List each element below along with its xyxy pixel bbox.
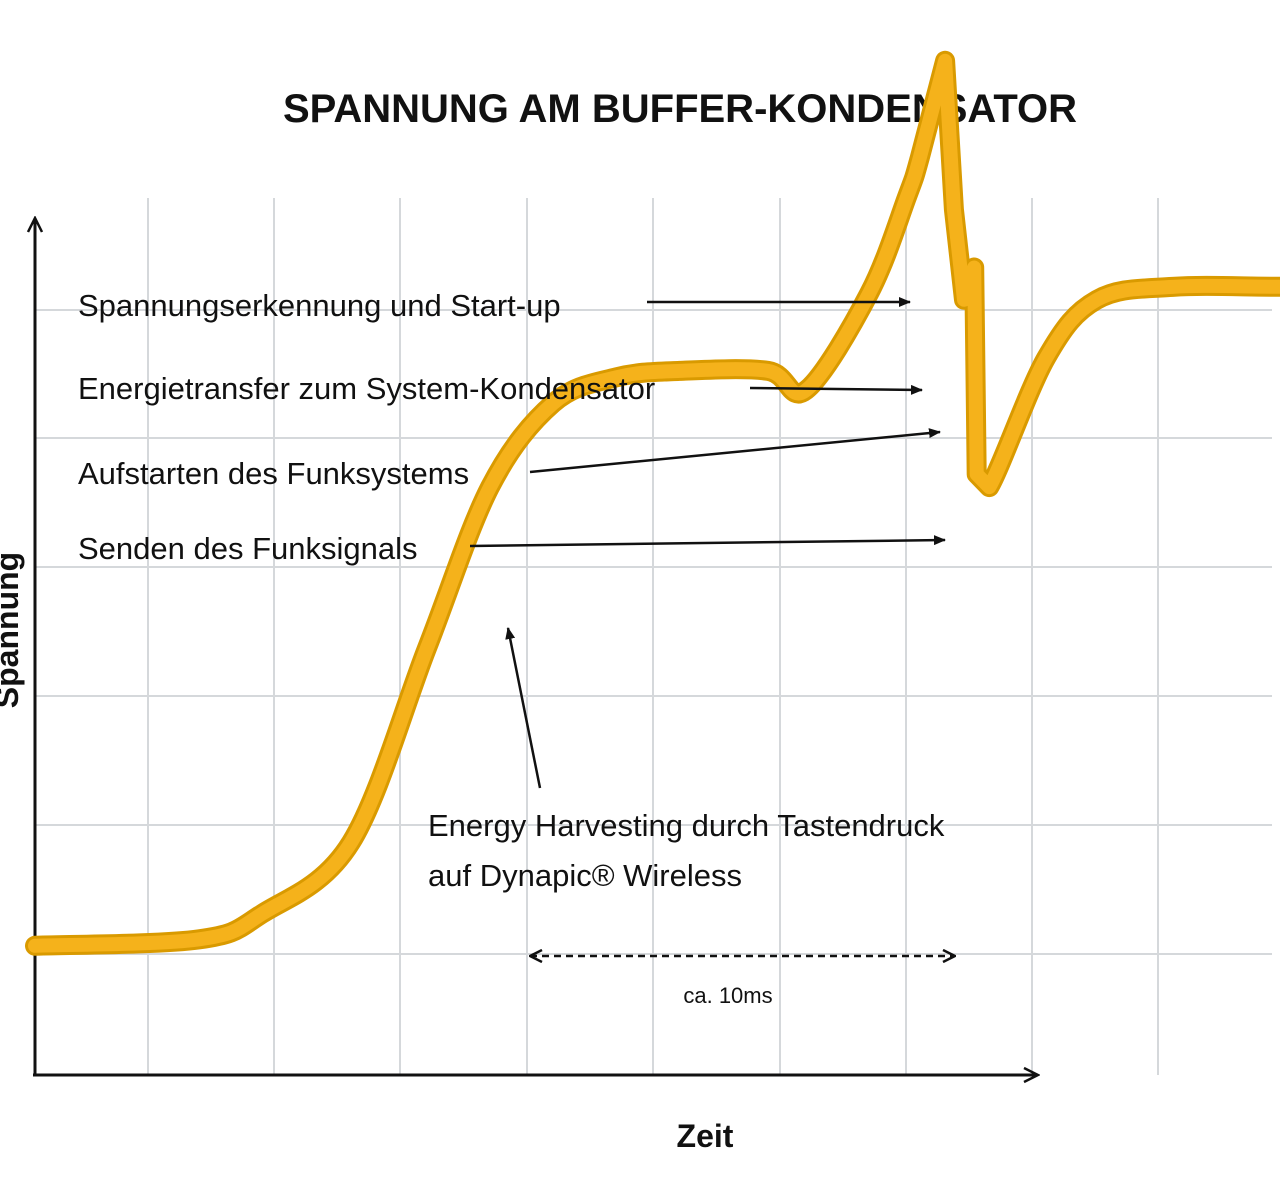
x-axis-label: Zeit (677, 1118, 734, 1154)
y-axis-label: Spannung (0, 552, 25, 708)
arrow-senden (469, 535, 946, 548)
annotation-senden: Senden des Funksignals (78, 531, 418, 566)
annotation-startup: Spannungserkennung und Start-up (78, 288, 561, 323)
arrow-transfer (749, 384, 923, 395)
arrow-harvest (505, 627, 542, 789)
duration-label: ca. 10ms (683, 983, 772, 1008)
annotation-harvest-line2: auf Dynapic® Wireless (428, 858, 742, 893)
annotation-transfer: Energietransfer zum System-Kondensator (78, 371, 655, 406)
annotation-funksystem: Aufstarten des Funksystems (78, 456, 469, 491)
annotation-harvest-line1: Energy Harvesting durch Tastendruck (428, 808, 945, 843)
voltage-trace (28, 53, 1280, 953)
arrow-funksystem (529, 428, 941, 474)
